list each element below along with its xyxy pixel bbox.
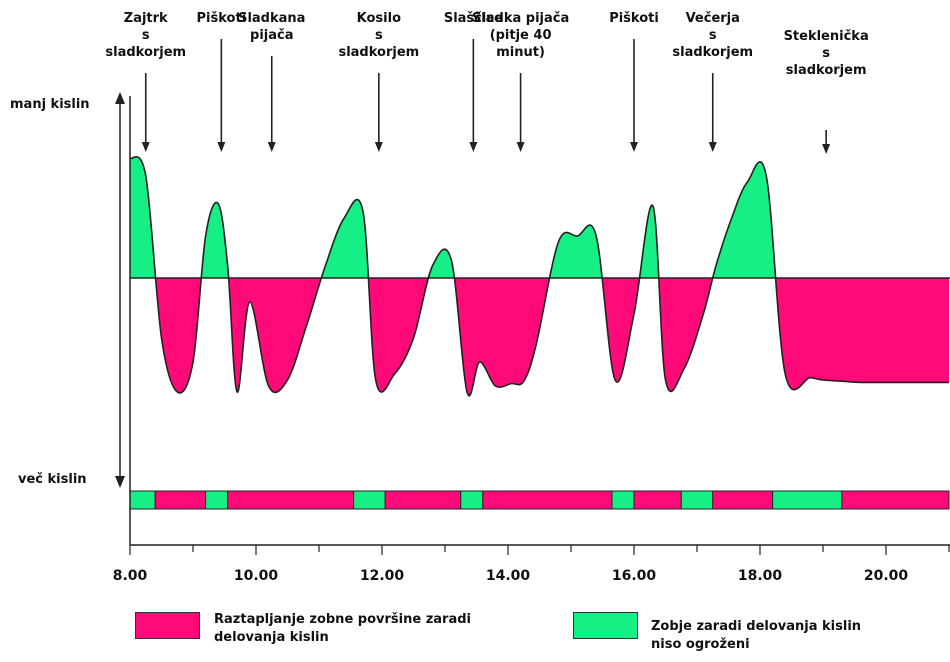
bar-segment-safe [205, 490, 229, 510]
event-arrow-head [267, 142, 276, 152]
event-arrow-head [374, 142, 383, 152]
event-arrow-head [822, 144, 831, 154]
bar-segment-safe [129, 490, 156, 510]
event-arrow-head [217, 142, 226, 152]
x-tick-label: 8.00 [113, 568, 148, 584]
bar-segment-acid [482, 490, 613, 510]
bar-segment-safe [353, 490, 386, 510]
event-arrow-head [630, 142, 638, 152]
bar-segment-safe [772, 490, 843, 510]
legend-acid-swatch [135, 612, 200, 639]
bar-segment-acid [154, 490, 207, 510]
event-label: Večerja s sladkorjem [672, 11, 754, 60]
bar-segment-safe [680, 490, 714, 510]
legend-acid-label: Raztapljanje zobne površine zaradi delov… [214, 612, 471, 645]
event-arrow-head [469, 142, 478, 152]
legend-safe-swatch [573, 612, 638, 639]
event-label: Zajtrk s sladkorjem [105, 11, 187, 60]
x-tick-label: 14.00 [486, 568, 531, 584]
bar-segment-acid [712, 490, 774, 510]
area-layer [129, 156, 950, 397]
x-tick-label: 18.00 [738, 568, 783, 584]
event-label: Sladka pijača (pitje 40 minut) [471, 11, 570, 60]
event-arrows-layer [141, 39, 831, 154]
event-arrow-head [708, 142, 717, 152]
x-tick-label: 20.00 [864, 568, 909, 584]
x-tick-label: 12.00 [360, 568, 405, 584]
y-bottom-label: več kislin [18, 472, 87, 487]
y-axis-arrow-down-head [115, 476, 125, 488]
acid-area [130, 278, 949, 396]
x-tick-label: 10.00 [234, 568, 279, 584]
bar-segment-acid [841, 490, 950, 510]
state-bar-layer [129, 490, 950, 510]
y-top-label: manj kislin [10, 97, 90, 112]
legend-safe-label: Zobje zaradi delovanja kislin niso ogrož… [651, 619, 862, 652]
bar-segment-acid [384, 490, 462, 510]
ph-curve-line [129, 156, 949, 397]
bar-segment-acid [633, 490, 682, 510]
event-arrow-head [516, 142, 525, 152]
event-label: Sladkana pijača [238, 11, 306, 43]
event-label: Kosilo s sladkorjem [338, 11, 420, 60]
event-label: Piškoti [196, 11, 247, 26]
bar-segment-safe [611, 490, 635, 510]
bar-segment-acid [227, 490, 355, 510]
x-tick-label: 16.00 [612, 568, 657, 584]
axis-layer: 8.00 10.00 12.00 14.00 16.00 18.00 20.00 [113, 92, 950, 584]
event-arrow-head [141, 142, 150, 152]
event-label: Piškoti [609, 11, 659, 26]
event-label: Slaščice [443, 11, 503, 26]
event-label: Steklenička s sladkorjem [783, 29, 869, 78]
bar-segment-safe [460, 490, 484, 510]
y-axis-arrow-up-head [115, 92, 125, 104]
